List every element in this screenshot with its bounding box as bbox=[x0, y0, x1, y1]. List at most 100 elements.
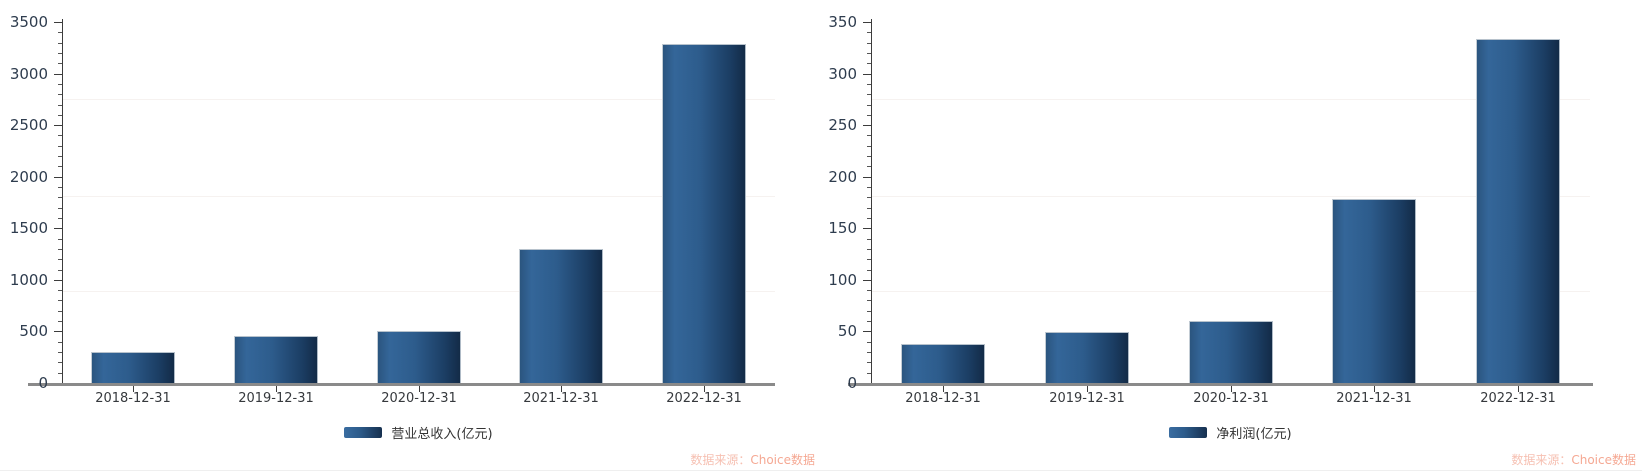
bar-2020-12-31[interactable] bbox=[1189, 321, 1273, 383]
y-tick-label: 3000 bbox=[9, 65, 48, 83]
y-axis-minor-tick bbox=[58, 311, 62, 312]
y-axis-minor-tick bbox=[867, 146, 871, 147]
net-profit-plot-area: 0 50 100 150 200 250 300 350 2018-12-31 2019-12-3… bbox=[821, 0, 1642, 475]
x-tick-label: 2019-12-31 bbox=[238, 391, 314, 406]
y-axis-tick bbox=[54, 228, 62, 229]
y-axis-minor-tick bbox=[867, 135, 871, 136]
watermark-brand: Choice数据 bbox=[1571, 453, 1636, 467]
gridline-0 bbox=[62, 99, 775, 100]
y-axis-tick bbox=[54, 177, 62, 178]
x-axis-tick bbox=[1518, 386, 1519, 392]
y-axis-tick bbox=[863, 74, 871, 75]
y-axis-minor-tick bbox=[58, 156, 62, 157]
y-axis-minor-tick bbox=[867, 352, 871, 353]
bar-2018-12-31[interactable] bbox=[91, 352, 175, 383]
y-axis-minor-tick bbox=[58, 53, 62, 54]
y-axis-minor-tick bbox=[867, 105, 871, 106]
x-axis-tick bbox=[1087, 386, 1088, 392]
x-tick-label: 2021-12-31 bbox=[523, 391, 599, 406]
x-tick-label: 2019-12-31 bbox=[1049, 391, 1125, 406]
gridline-0 bbox=[871, 99, 1590, 100]
y-axis-minor-tick bbox=[58, 270, 62, 271]
x-tick-label: 2018-12-31 bbox=[905, 391, 981, 406]
bottom-divider bbox=[0, 470, 1642, 471]
y-axis-minor-tick bbox=[58, 105, 62, 106]
bar-2018-12-31[interactable] bbox=[901, 344, 985, 383]
y-axis-minor-tick bbox=[867, 300, 871, 301]
y-axis-minor-tick bbox=[867, 373, 871, 374]
y-axis-minor-tick bbox=[58, 352, 62, 353]
x-axis-tick bbox=[133, 386, 134, 392]
x-tick-label: 2022-12-31 bbox=[1480, 391, 1556, 406]
net-profit-legend-label: 净利润(亿元) bbox=[1216, 427, 1292, 442]
bar-2022-12-31[interactable] bbox=[1476, 39, 1560, 383]
y-axis-minor-tick bbox=[58, 249, 62, 250]
y-axis-tick bbox=[863, 177, 871, 178]
y-tick-label: 0 bbox=[38, 374, 48, 392]
watermark-brand: Choice数据 bbox=[750, 453, 815, 467]
y-axis-minor-tick bbox=[867, 53, 871, 54]
y-axis-minor-tick bbox=[58, 166, 62, 167]
bar-2019-12-31[interactable] bbox=[1045, 332, 1129, 383]
y-axis-minor-tick bbox=[58, 290, 62, 291]
y-tick-label: 1500 bbox=[9, 219, 48, 237]
y-axis-minor-tick bbox=[867, 84, 871, 85]
y-axis-minor-tick bbox=[867, 187, 871, 188]
y-axis-minor-tick bbox=[58, 146, 62, 147]
revenue-chart-panel: 0 500 1000 1500 2000 2500 3000 3500 2018-12-31 20… bbox=[9, 14, 815, 468]
revenue-legend-swatch-icon bbox=[344, 427, 383, 438]
revenue-legend[interactable]: 营业总收入(亿元) bbox=[62, 423, 775, 442]
y-axis-tick bbox=[863, 228, 871, 229]
x-tick-label: 2021-12-31 bbox=[1336, 391, 1412, 406]
x-tick-label: 2018-12-31 bbox=[95, 391, 171, 406]
watermark-prefix: 数据来源： bbox=[1511, 453, 1572, 467]
bar-2019-12-31[interactable] bbox=[234, 336, 318, 383]
y-axis-minor-tick bbox=[867, 342, 871, 343]
y-axis-minor-tick bbox=[58, 259, 62, 260]
y-axis-minor-tick bbox=[58, 43, 62, 44]
y-axis-tick bbox=[54, 22, 62, 23]
watermark-right: 数据来源：Choice数据 bbox=[1511, 451, 1636, 468]
y-axis-minor-tick bbox=[867, 218, 871, 219]
y-axis-minor-tick bbox=[58, 218, 62, 219]
y-axis-minor-tick bbox=[867, 270, 871, 271]
x-axis-line bbox=[848, 383, 1593, 386]
y-tick-label: 150 bbox=[828, 219, 857, 237]
bar-2022-12-31[interactable] bbox=[662, 44, 746, 383]
x-tick-label: 2020-12-31 bbox=[381, 391, 457, 406]
gridline-1 bbox=[62, 196, 775, 197]
y-axis-line bbox=[62, 19, 63, 384]
y-axis-minor-tick bbox=[58, 342, 62, 343]
y-axis-minor-tick bbox=[867, 156, 871, 157]
y-axis-minor-tick bbox=[867, 166, 871, 167]
watermark-left: 数据来源：Choice数据 bbox=[690, 451, 815, 468]
revenue-plot-area: 0 500 1000 1500 2000 2500 3000 3500 2018-12-31 20… bbox=[9, 14, 775, 406]
y-axis-minor-tick bbox=[58, 362, 62, 363]
net-profit-legend[interactable]: 净利润(亿元) bbox=[871, 423, 1590, 442]
y-axis-minor-tick bbox=[58, 321, 62, 322]
gridline-1 bbox=[871, 196, 1590, 197]
y-axis-minor-tick bbox=[58, 187, 62, 188]
bar-2021-12-31[interactable] bbox=[519, 249, 603, 383]
x-axis-tick bbox=[704, 386, 705, 392]
bar-2021-12-31[interactable] bbox=[1332, 199, 1416, 383]
x-tick-label: 2022-12-31 bbox=[666, 391, 742, 406]
y-axis-minor-tick bbox=[58, 197, 62, 198]
x-axis-tick bbox=[943, 386, 944, 392]
y-axis-minor-tick bbox=[58, 239, 62, 240]
watermark-prefix: 数据来源： bbox=[690, 453, 751, 467]
y-tick-label: 1000 bbox=[9, 271, 48, 289]
x-axis-line bbox=[28, 383, 775, 386]
y-axis-minor-tick bbox=[867, 362, 871, 363]
bar-2020-12-31[interactable] bbox=[377, 331, 461, 383]
y-tick-label: 350 bbox=[828, 13, 857, 31]
x-axis-tick bbox=[276, 386, 277, 392]
y-axis-minor-tick bbox=[867, 63, 871, 64]
x-axis-tick bbox=[1231, 386, 1232, 392]
y-axis-minor-tick bbox=[58, 115, 62, 116]
y-axis-minor-tick bbox=[867, 290, 871, 291]
y-axis-tick bbox=[54, 331, 62, 332]
y-tick-label: 200 bbox=[828, 168, 857, 186]
y-axis-minor-tick bbox=[867, 43, 871, 44]
